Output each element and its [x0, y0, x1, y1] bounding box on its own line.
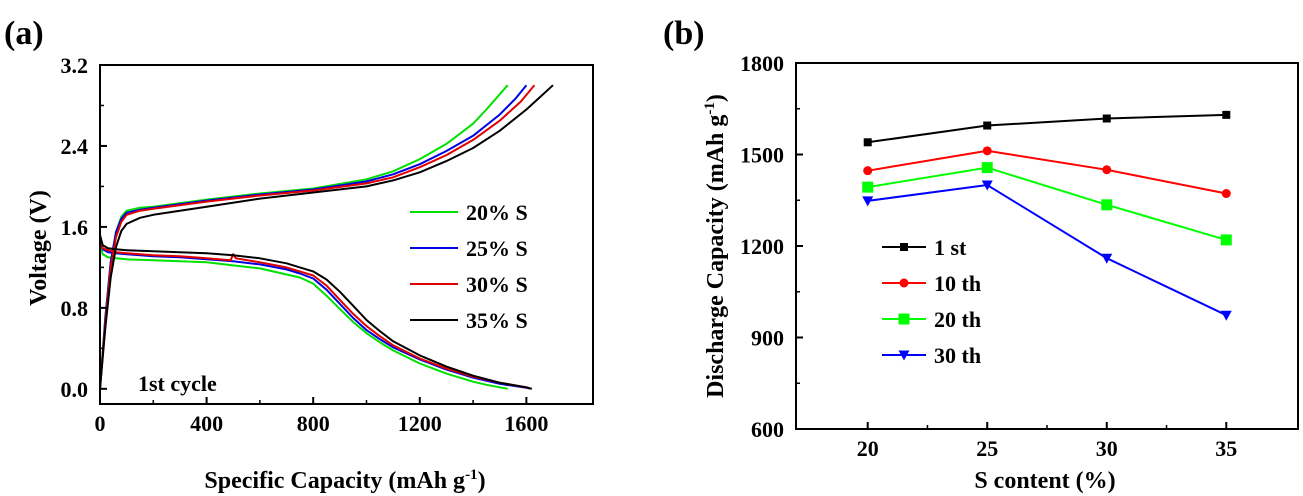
panel-b-series-30-th-point: [1101, 253, 1113, 264]
panel-b-legend-1-st-marker: [900, 243, 908, 251]
panel-b: (b) 20 25 30 35 600 900 1200 1500 1800 S content…: [663, 15, 1299, 494]
panel-a-y-tick-label: 0.8: [61, 296, 89, 321]
panel-a-frame: [99, 64, 594, 405]
panel-b-series-10-th-point: [863, 166, 873, 176]
panel-a-legend-20-s-label: 20% S: [466, 200, 528, 225]
panel-a-series-35-s-discharge-line: [99, 234, 532, 390]
panel-b-y-axis-title-sup: -1: [702, 102, 718, 115]
panel-a-x-tick-label: 400: [190, 411, 223, 436]
panel-a-x-tick-label: 800: [297, 411, 330, 436]
panel-a-x-tick-label: 0: [95, 411, 106, 436]
panel-b-series-20-th-point: [1101, 199, 1113, 211]
panel-b-series-30-th-point: [981, 180, 993, 191]
panel-a-x-tick-label: 1600: [504, 411, 548, 436]
panel-b-series-20-th-point: [1220, 234, 1232, 246]
panel-b-legend: 1 st 10 th 20 th 30 th: [882, 235, 981, 368]
panel-a-y-tick-label: 0.0: [61, 377, 89, 402]
panel-b-label: (b): [663, 15, 705, 52]
panel-a-ticks: 0 400 800 1200 1600 0.0 0.8 1.6 2.4 3.2: [61, 53, 549, 436]
panel-b-legend-30-th-label: 30 th: [934, 343, 981, 368]
panel-b-y-axis-title: Discharge Capacity (mAh g-1): [702, 94, 729, 398]
panel-b-y-tick-label: 600: [751, 417, 784, 442]
panel-b-series-10-th-point: [1102, 165, 1112, 175]
panel-b-series-1-st-point: [1102, 114, 1111, 123]
panel-b-series-1-st-line: [867, 113, 1227, 144]
panel-a-legend-30-s-label: 30% S: [466, 272, 528, 297]
panel-b-legend-30-th-marker: [898, 350, 910, 361]
panel-a-series-35-s-charge-line: [99, 84, 554, 389]
panel-a-x-axis-title: Specific Capacity (mAh g-1): [204, 467, 485, 494]
panel-a-legend-25-s-label: 25% S: [466, 236, 528, 261]
panel-a: (a) 0 400 800 1200 1600 0.0 0.8 1.6 2.4 3.2 Speci…: [4, 15, 594, 494]
panel-b-series-10-th-point: [1221, 189, 1231, 199]
panel-a-y-tick-label: 3.2: [61, 53, 89, 78]
panel-b-series-1-st-point: [863, 138, 872, 147]
panel-a-x-axis-title-main: Specific Capacity (mAh g: [204, 468, 465, 494]
panel-a-series-30-s-discharge-line: [99, 236, 530, 390]
panel-a-series-20-s-discharge-line: [99, 241, 508, 390]
panel-b-y-tick-label: 900: [751, 326, 784, 351]
panel-a-annotation: 1st cycle: [138, 371, 217, 396]
panel-b-y-axis-title-close: ): [703, 94, 729, 102]
panel-a-x-tick-label: 1200: [398, 411, 442, 436]
panel-b-series-1-st-point: [983, 121, 992, 130]
panel-b-series-20-th-point: [981, 162, 993, 174]
panel-b-series-10-th-line: [867, 149, 1227, 195]
panel-b-y-tick-label: 1800: [740, 51, 784, 76]
panel-b-series-30-th-point: [862, 196, 874, 207]
panel-b-series-10-th-point: [982, 146, 992, 156]
panel-b-x-tick-label: 20: [857, 436, 879, 461]
panel-a-y-axis-title: Voltage (V): [26, 190, 52, 306]
panel-b-x-tick-label: 30: [1096, 436, 1118, 461]
panel-a-label: (a): [4, 15, 44, 52]
panel-a-x-axis-title-sup: -1: [465, 467, 478, 483]
panel-b-legend-20-th-marker: [898, 313, 910, 325]
panel-a-y-tick-label: 2.4: [61, 134, 89, 159]
panel-b-y-tick-label: 1500: [740, 143, 784, 168]
panel-b-series-30-th-line: [867, 183, 1227, 317]
panel-b-legend-20-th-label: 20 th: [934, 307, 981, 332]
panel-a-series-30-s-charge-line: [99, 84, 536, 389]
panel-b-plot-area: [862, 110, 1232, 321]
panel-b-series-1-st-point: [1222, 110, 1231, 119]
panel-b-series-20-th-line: [867, 166, 1227, 241]
panel-a-x-axis-title-close: ): [478, 468, 486, 494]
panel-b-series-30-th-point: [1220, 310, 1232, 321]
panel-b-ticks: 20 25 30 35 600 900 1200 1500 1800: [740, 51, 1237, 461]
panel-b-y-tick-label: 1200: [740, 234, 784, 259]
panel-b-legend-10-th-marker: [899, 278, 909, 288]
panel-a-plot-area: [99, 84, 554, 390]
panel-b-legend-10-th-label: 10 th: [934, 271, 981, 296]
panel-b-y-axis-title-main: Discharge Capacity (mAh g: [703, 115, 729, 398]
panel-a-series-20-s-charge-line: [99, 84, 509, 389]
panel-a-y-tick-label: 1.6: [61, 215, 89, 240]
panel-b-x-axis-title: S content (%): [974, 468, 1115, 494]
panel-b-series-20-th-point: [862, 181, 874, 193]
panel-b-x-tick-label: 25: [976, 436, 998, 461]
panel-b-x-tick-label: 35: [1215, 436, 1237, 461]
panel-a-legend-35-s-label: 35% S: [466, 308, 528, 333]
panel-a-legend: 20% S 25% S 30% S 35% S: [410, 200, 528, 333]
panel-b-legend-1-st-label: 1 st: [934, 235, 967, 260]
